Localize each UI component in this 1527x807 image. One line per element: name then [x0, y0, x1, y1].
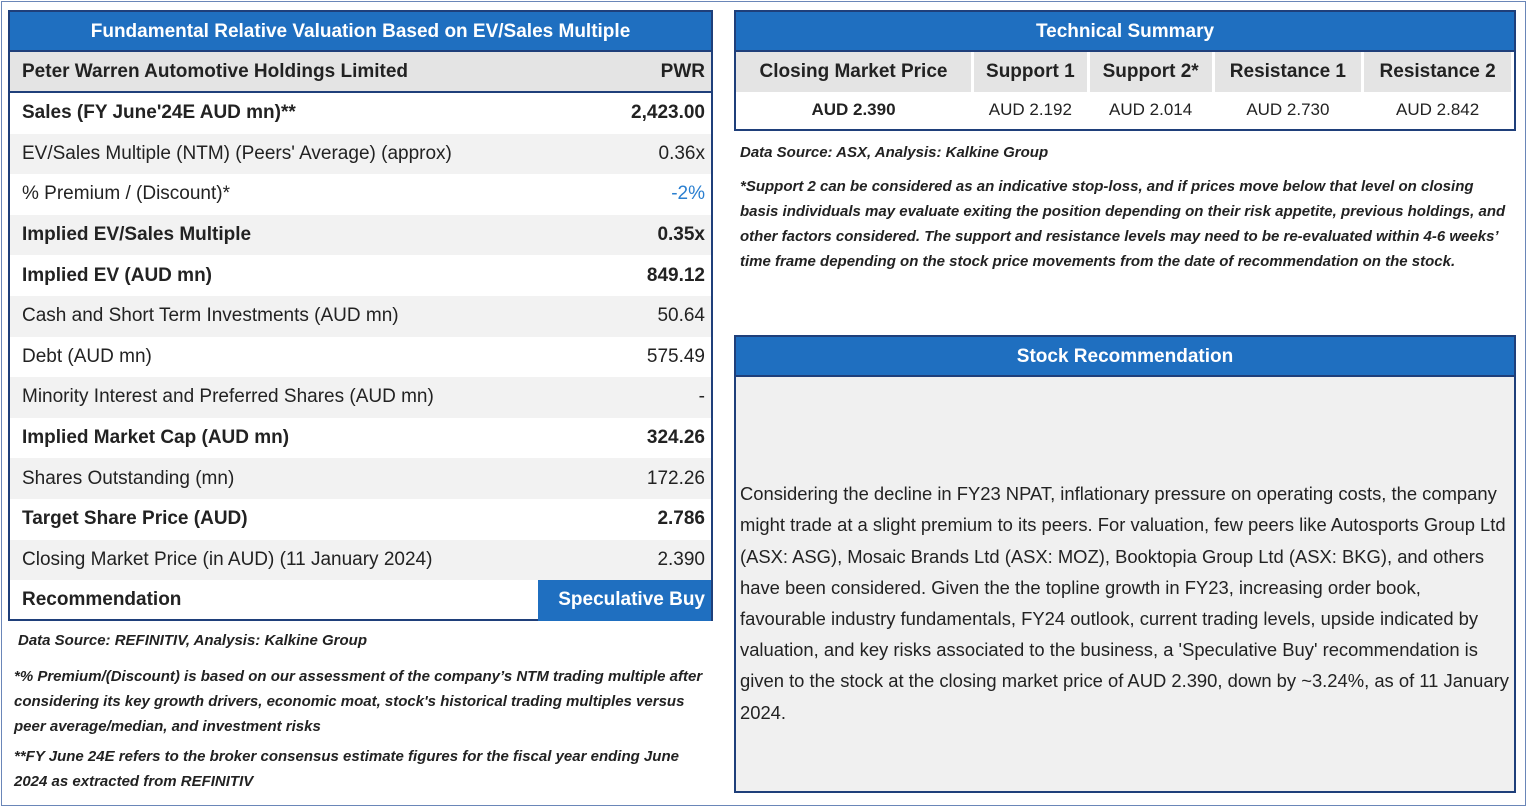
row-label: Target Share Price (AUD) — [22, 508, 248, 530]
row-value: 2,423.00 — [631, 102, 705, 124]
recommendation-title: Stock Recommendation — [736, 337, 1514, 377]
table-row: Implied EV/Sales Multiple 0.35x — [10, 214, 711, 256]
row-label: Minority Interest and Preferred Shares (… — [22, 386, 434, 408]
row-value: - — [698, 386, 705, 408]
valuation-title: Fundamental Relative Valuation Based on … — [10, 12, 711, 52]
table-row: Closing Market Price (in AUD) (11 Januar… — [10, 539, 711, 581]
company-row: Peter Warren Automotive Holdings Limited… — [10, 52, 711, 93]
column-header: Closing Market Price — [736, 52, 974, 92]
row-value: 0.36x — [658, 142, 705, 164]
table-row: Recommendation Speculative Buy — [10, 580, 711, 621]
row-value: 2.390 — [657, 548, 705, 570]
technical-title: Technical Summary — [736, 12, 1514, 52]
table-row: Debt (AUD mn) 575.49 — [10, 337, 711, 378]
column-header: Resistance 2 — [1362, 52, 1514, 92]
cell-value: AUD 2.390 — [736, 92, 974, 128]
row-value: 50.64 — [657, 305, 705, 327]
column-header: Support 2* — [1088, 52, 1215, 92]
recommendation-box: Stock Recommendation Considering the dec… — [734, 335, 1516, 793]
row-value: Speculative Buy — [538, 580, 711, 621]
table-row: Minority Interest and Preferred Shares (… — [10, 377, 711, 418]
row-label: Implied EV (AUD mn) — [22, 264, 213, 286]
row-label: Shares Outstanding (mn) — [22, 467, 235, 489]
table-row: Sales (FY June'24E AUD mn)** 2,423.00 — [10, 93, 711, 134]
table-row: EV/Sales Multiple (NTM) (Peers' Average)… — [10, 133, 711, 175]
row-value: 324.26 — [646, 427, 705, 449]
table-row: Shares Outstanding (mn) 172.26 — [10, 458, 711, 499]
row-label: Recommendation — [22, 589, 182, 611]
technical-source: Data Source: ASX, Analysis: Kalkine Grou… — [740, 144, 1049, 161]
valuation-source: Data Source: REFINITIV, Analysis: Kalkin… — [18, 632, 367, 649]
row-label: Cash and Short Term Investments (AUD mn) — [22, 305, 399, 327]
table-row: % Premium / (Discount)* -2% — [10, 174, 711, 215]
row-label: Implied Market Cap (AUD mn) — [22, 427, 290, 449]
row-value: 575.49 — [646, 345, 705, 367]
company-name: Peter Warren Automotive Holdings Limited — [22, 60, 409, 82]
valuation-note: **FY June 24E refers to the broker conse… — [14, 748, 679, 790]
technical-table: Technical Summary Closing Market Price Su… — [734, 10, 1516, 131]
row-label: Implied EV/Sales Multiple — [22, 224, 252, 246]
row-label: Sales (FY June'24E AUD mn)** — [22, 102, 296, 124]
cell-value: AUD 2.842 — [1362, 92, 1514, 128]
column-header: Resistance 1 — [1213, 52, 1365, 92]
row-label: EV/Sales Multiple (NTM) (Peers' Average)… — [22, 142, 452, 164]
row-value: 2.786 — [657, 508, 705, 530]
valuation-table: Fundamental Relative Valuation Based on … — [8, 10, 713, 621]
table-row: Target Share Price (AUD) 2.786 — [10, 499, 711, 540]
ticker: PWR — [660, 60, 705, 82]
row-label: % Premium / (Discount)* — [22, 183, 230, 205]
cell-value: AUD 2.014 — [1088, 92, 1215, 128]
cell-value: AUD 2.192 — [972, 92, 1090, 128]
cell-value: AUD 2.730 — [1213, 92, 1365, 128]
row-label: Debt (AUD mn) — [22, 345, 152, 367]
row-value: -2% — [671, 183, 705, 205]
row-value: 172.26 — [646, 467, 705, 489]
table-row: Implied Market Cap (AUD mn) 324.26 — [10, 418, 711, 459]
row-value: 849.12 — [646, 264, 705, 286]
column-header: Support 1 — [972, 52, 1090, 92]
row-value: 0.35x — [657, 224, 705, 246]
table-row: Cash and Short Term Investments (AUD mn)… — [10, 295, 711, 337]
table-row: Implied EV (AUD mn) 849.12 — [10, 255, 711, 296]
recommendation-text: Considering the decline in FY23 NPAT, in… — [740, 483, 1509, 723]
technical-grid: Closing Market Price Support 1 Support 2* R… — [736, 52, 1514, 128]
valuation-note: *% Premium/(Discount) is based on our as… — [14, 668, 703, 735]
row-label: Closing Market Price (in AUD) (11 Januar… — [22, 548, 433, 570]
technical-note: *Support 2 can be considered as an indic… — [740, 178, 1506, 270]
